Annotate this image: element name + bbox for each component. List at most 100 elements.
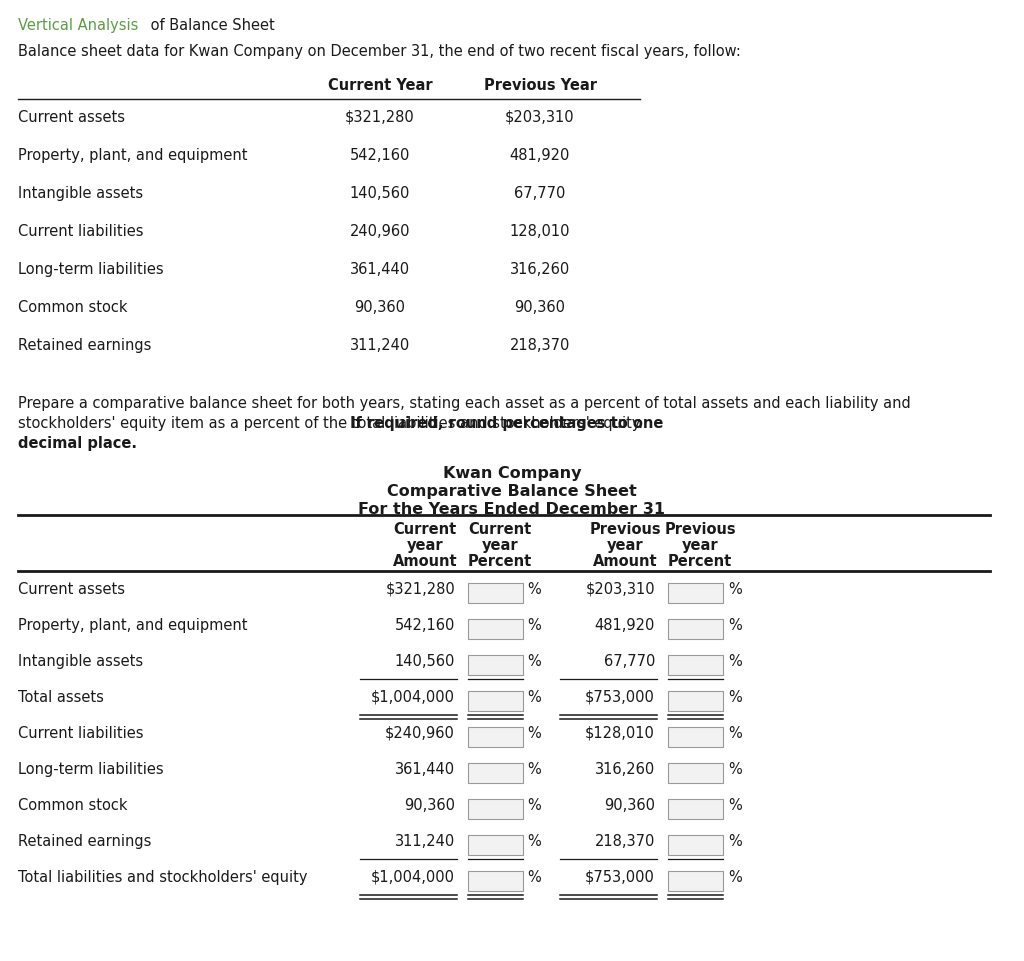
Text: $203,310: $203,310 bbox=[586, 581, 655, 597]
Text: Current assets: Current assets bbox=[18, 581, 125, 597]
Text: Percent: Percent bbox=[668, 554, 732, 568]
Text: Kwan Company: Kwan Company bbox=[442, 465, 582, 480]
Text: 481,920: 481,920 bbox=[510, 148, 570, 162]
FancyBboxPatch shape bbox=[668, 619, 723, 639]
Text: $203,310: $203,310 bbox=[505, 110, 574, 125]
Text: 128,010: 128,010 bbox=[510, 224, 570, 238]
Text: of Balance Sheet: of Balance Sheet bbox=[146, 18, 274, 33]
Text: Current: Current bbox=[393, 522, 457, 536]
Text: Prepare a comparative balance sheet for both years, stating each asset as a perc: Prepare a comparative balance sheet for … bbox=[18, 396, 910, 410]
Text: stockholders' equity item as a percent of the total liabilities and stockholders: stockholders' equity item as a percent o… bbox=[18, 415, 648, 431]
Text: %: % bbox=[728, 653, 741, 668]
Text: 140,560: 140,560 bbox=[394, 653, 455, 668]
Text: %: % bbox=[728, 798, 741, 812]
FancyBboxPatch shape bbox=[668, 835, 723, 855]
Text: Long-term liabilities: Long-term liabilities bbox=[18, 761, 164, 776]
Text: $321,280: $321,280 bbox=[385, 581, 455, 597]
Text: $1,004,000: $1,004,000 bbox=[371, 869, 455, 884]
FancyBboxPatch shape bbox=[468, 727, 523, 748]
Text: 542,160: 542,160 bbox=[350, 148, 411, 162]
Text: $1,004,000: $1,004,000 bbox=[371, 689, 455, 704]
Text: 481,920: 481,920 bbox=[595, 617, 655, 632]
Text: %: % bbox=[527, 726, 541, 740]
Text: Current liabilities: Current liabilities bbox=[18, 224, 143, 238]
Text: 90,360: 90,360 bbox=[404, 798, 455, 812]
Text: Property, plant, and equipment: Property, plant, and equipment bbox=[18, 148, 248, 162]
FancyBboxPatch shape bbox=[468, 691, 523, 711]
Text: Previous: Previous bbox=[589, 522, 660, 536]
FancyBboxPatch shape bbox=[468, 763, 523, 783]
FancyBboxPatch shape bbox=[468, 835, 523, 855]
Text: Retained earnings: Retained earnings bbox=[18, 833, 152, 849]
Text: Amount: Amount bbox=[593, 554, 657, 568]
Text: 316,260: 316,260 bbox=[595, 761, 655, 776]
Text: Previous: Previous bbox=[665, 522, 736, 536]
FancyBboxPatch shape bbox=[668, 727, 723, 748]
Text: 67,770: 67,770 bbox=[603, 653, 655, 668]
Text: $240,960: $240,960 bbox=[385, 726, 455, 740]
Text: Intangible assets: Intangible assets bbox=[18, 653, 143, 668]
Text: year: year bbox=[606, 537, 643, 553]
Text: %: % bbox=[527, 617, 541, 632]
Text: 140,560: 140,560 bbox=[350, 185, 411, 201]
Text: %: % bbox=[527, 833, 541, 849]
Text: 90,360: 90,360 bbox=[514, 300, 565, 314]
Text: year: year bbox=[682, 537, 718, 553]
Text: Percent: Percent bbox=[468, 554, 532, 568]
Text: %: % bbox=[527, 653, 541, 668]
Text: 218,370: 218,370 bbox=[595, 833, 655, 849]
Text: For the Years Ended December 31: For the Years Ended December 31 bbox=[358, 502, 666, 516]
Text: %: % bbox=[527, 761, 541, 776]
Text: %: % bbox=[728, 833, 741, 849]
Text: $753,000: $753,000 bbox=[585, 869, 655, 884]
Text: 240,960: 240,960 bbox=[350, 224, 411, 238]
Text: 316,260: 316,260 bbox=[510, 261, 570, 277]
Text: year: year bbox=[481, 537, 518, 553]
Text: Intangible assets: Intangible assets bbox=[18, 185, 143, 201]
Text: %: % bbox=[728, 761, 741, 776]
Text: 90,360: 90,360 bbox=[604, 798, 655, 812]
Text: year: year bbox=[407, 537, 443, 553]
FancyBboxPatch shape bbox=[668, 871, 723, 891]
FancyBboxPatch shape bbox=[468, 619, 523, 639]
Text: Current: Current bbox=[468, 522, 531, 536]
FancyBboxPatch shape bbox=[668, 655, 723, 676]
Text: Vertical Analysis: Vertical Analysis bbox=[18, 18, 138, 33]
FancyBboxPatch shape bbox=[668, 583, 723, 604]
Text: Long-term liabilities: Long-term liabilities bbox=[18, 261, 164, 277]
FancyBboxPatch shape bbox=[668, 763, 723, 783]
Text: 218,370: 218,370 bbox=[510, 337, 570, 353]
FancyBboxPatch shape bbox=[468, 800, 523, 819]
FancyBboxPatch shape bbox=[468, 583, 523, 604]
Text: Property, plant, and equipment: Property, plant, and equipment bbox=[18, 617, 248, 632]
Text: %: % bbox=[728, 689, 741, 704]
Text: decimal place.: decimal place. bbox=[18, 435, 137, 451]
Text: 311,240: 311,240 bbox=[350, 337, 411, 353]
Text: $128,010: $128,010 bbox=[585, 726, 655, 740]
Text: %: % bbox=[728, 581, 741, 597]
Text: %: % bbox=[728, 726, 741, 740]
Text: 361,440: 361,440 bbox=[395, 761, 455, 776]
Text: Common stock: Common stock bbox=[18, 798, 128, 812]
Text: $321,280: $321,280 bbox=[345, 110, 415, 125]
Text: %: % bbox=[728, 869, 741, 884]
Text: Current Year: Current Year bbox=[328, 78, 432, 93]
FancyBboxPatch shape bbox=[468, 655, 523, 676]
Text: %: % bbox=[527, 581, 541, 597]
Text: %: % bbox=[728, 617, 741, 632]
FancyBboxPatch shape bbox=[668, 800, 723, 819]
FancyBboxPatch shape bbox=[468, 871, 523, 891]
Text: Current liabilities: Current liabilities bbox=[18, 726, 143, 740]
Text: %: % bbox=[527, 689, 541, 704]
Text: Comparative Balance Sheet: Comparative Balance Sheet bbox=[387, 483, 637, 499]
Text: If required, round percentages to one: If required, round percentages to one bbox=[350, 415, 664, 431]
Text: 361,440: 361,440 bbox=[350, 261, 410, 277]
Text: Previous Year: Previous Year bbox=[483, 78, 597, 93]
Text: Amount: Amount bbox=[392, 554, 458, 568]
Text: Total liabilities and stockholders' equity: Total liabilities and stockholders' equi… bbox=[18, 869, 307, 884]
Text: 542,160: 542,160 bbox=[394, 617, 455, 632]
Text: %: % bbox=[527, 798, 541, 812]
Text: Common stock: Common stock bbox=[18, 300, 128, 314]
Text: Total assets: Total assets bbox=[18, 689, 103, 704]
Text: Balance sheet data for Kwan Company on December 31, the end of two recent fiscal: Balance sheet data for Kwan Company on D… bbox=[18, 44, 741, 59]
